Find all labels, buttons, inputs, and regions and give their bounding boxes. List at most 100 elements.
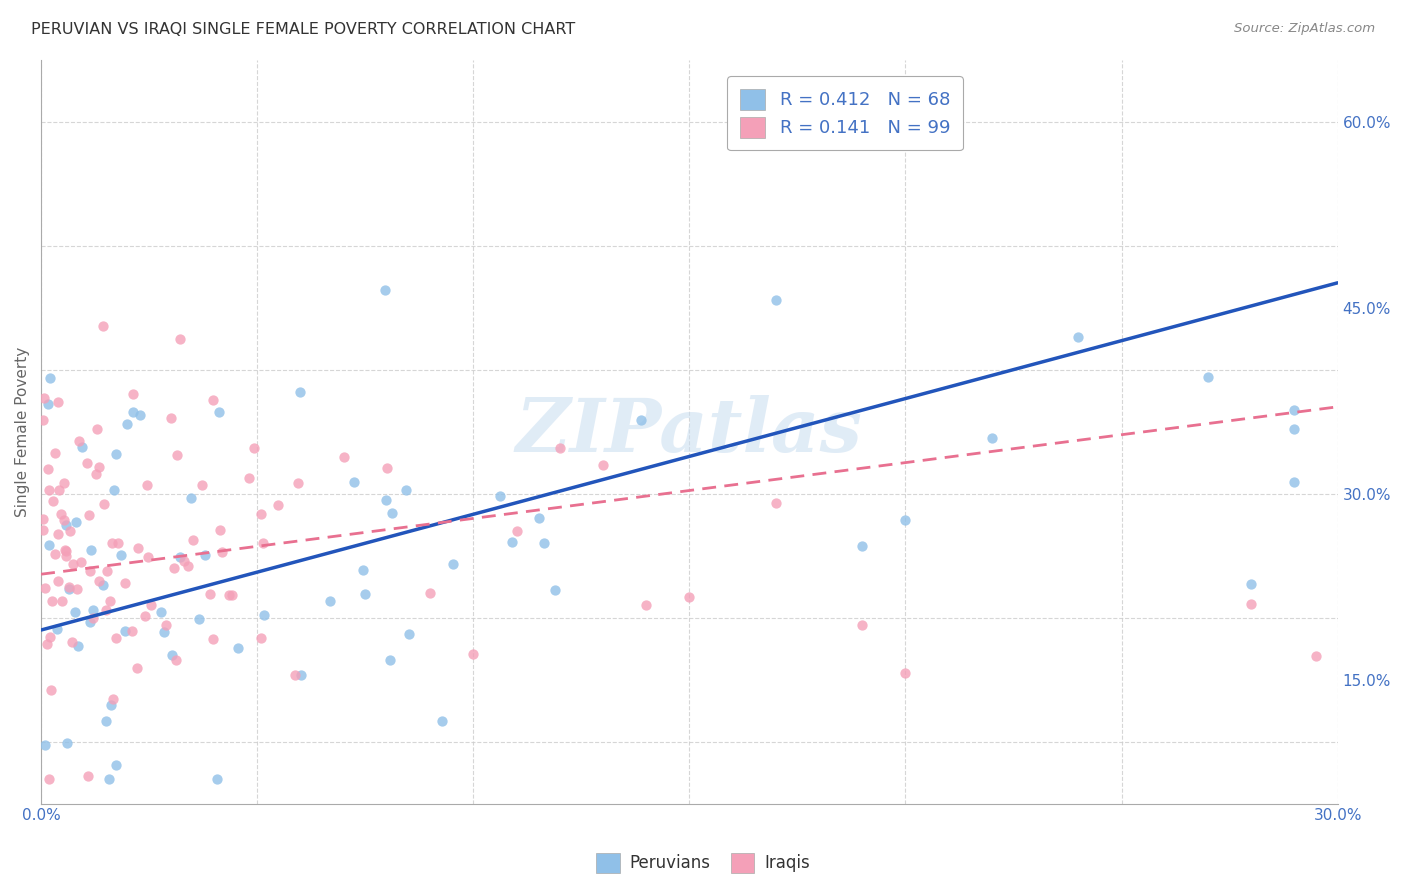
Point [77,508,100,523]
Point [501,534,523,549]
Point [45,622,67,636]
Point [79,615,101,629]
Y-axis label: Single Female Poverty: Single Female Poverty [15,346,30,516]
Point [180,491,202,505]
Point [79,564,101,578]
Point [114,575,136,590]
Point [91,319,114,334]
Point [114,624,136,638]
Point [894,665,917,680]
Point [65,515,87,529]
Point [55,517,77,532]
Point [630,412,652,426]
Point [160,411,183,425]
Point [93,498,115,512]
Point [103,691,125,706]
Point [134,608,156,623]
Point [226,641,249,656]
Point [96,564,118,578]
Text: ZIPatlas: ZIPatlas [516,395,863,468]
Point [191,477,214,491]
Point [87,574,110,589]
Point [44,445,66,459]
Point [250,507,273,521]
Point [374,284,396,298]
Point [243,442,266,456]
Point [100,594,122,608]
Point [80,542,103,557]
Point [290,384,312,399]
Point [221,588,243,602]
Point [39,630,62,644]
Point [32,413,55,427]
Point [378,653,401,667]
Point [53,475,76,490]
Point [55,549,77,563]
Point [122,405,145,419]
Point [37,396,59,410]
Point [115,417,138,431]
Point [34,391,56,405]
Point [250,631,273,645]
Point [173,554,195,568]
Point [32,523,55,537]
Point [41,594,63,608]
Point [678,590,700,604]
Point [1240,576,1263,591]
Point [488,489,510,503]
Point [166,448,188,462]
Point [127,541,149,555]
Point [169,332,191,346]
Point [52,513,75,527]
Point [38,538,60,552]
Point [58,580,80,594]
Point [53,542,76,557]
Point [70,440,93,454]
Point [104,447,127,461]
Point [104,632,127,646]
Point [505,524,527,538]
Point [343,475,366,490]
Point [103,483,125,497]
Point [87,459,110,474]
Point [58,582,80,596]
Point [284,668,307,682]
Point [398,627,420,641]
Point [59,524,82,539]
Point [765,496,787,510]
Point [94,602,117,616]
Point [394,483,416,498]
Point [188,612,211,626]
Point [202,632,225,646]
Point [332,450,354,465]
Point [1284,475,1306,490]
Point [375,461,398,475]
Point [55,544,77,558]
Point [1305,649,1327,664]
Point [44,547,66,561]
Point [1284,422,1306,436]
Point [1240,598,1263,612]
Point [290,668,312,682]
Point [42,493,65,508]
Point [32,511,55,525]
Point [60,635,83,649]
Point [354,587,377,601]
Point [67,434,90,448]
Point [38,483,60,497]
Point [46,526,69,541]
Text: PERUVIAN VS IRAQI SINGLE FEMALE POVERTY CORRELATION CHART: PERUVIAN VS IRAQI SINGLE FEMALE POVERTY … [31,22,575,37]
Point [155,617,177,632]
Point [463,648,485,662]
Point [181,533,204,547]
Point [46,574,69,588]
Point [37,462,59,476]
Point [198,587,221,601]
Point [851,539,873,553]
Point [129,408,152,422]
Point [160,648,183,662]
Point [84,467,107,482]
Point [63,605,86,619]
Point [1067,329,1090,343]
Point [218,588,240,602]
